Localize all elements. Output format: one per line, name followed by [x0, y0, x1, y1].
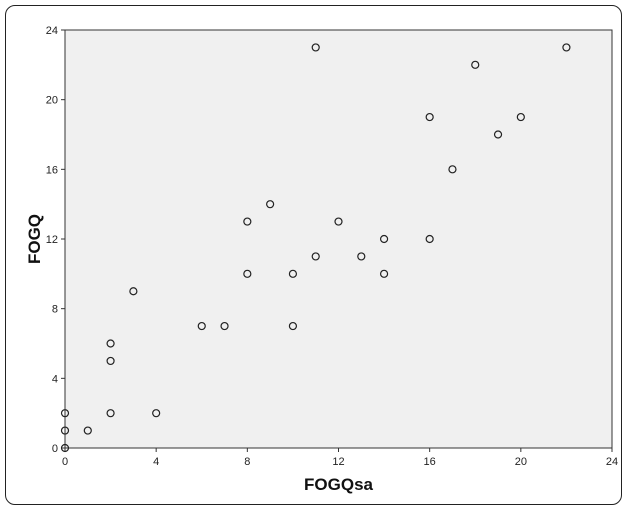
x-tick-label: 20: [515, 456, 527, 468]
y-tick-label: 20: [46, 95, 58, 107]
data-points: [60, 43, 571, 453]
data-point: [106, 339, 115, 348]
data-point: [220, 321, 229, 331]
data-point: [448, 165, 457, 174]
x-tick-label: 4: [153, 456, 159, 468]
y-tick-label: 12: [46, 234, 58, 246]
plot-area: [64, 29, 613, 449]
data-point: [60, 426, 70, 435]
data-point: [334, 217, 343, 226]
data-point: [60, 443, 70, 453]
x-axis-title: FOGQsa: [304, 475, 374, 494]
data-point: [152, 409, 161, 418]
y-tick-label: 0: [52, 443, 58, 455]
data-point: [106, 409, 115, 418]
data-point: [129, 287, 138, 296]
data-point: [379, 234, 389, 244]
data-point: [516, 112, 525, 122]
data-point: [562, 43, 571, 52]
y-axis-title: FOGQ: [25, 214, 44, 264]
x-tick-label: 16: [424, 456, 436, 468]
data-point: [425, 234, 434, 244]
x-tick-label: 12: [332, 456, 344, 468]
data-point: [288, 269, 298, 278]
data-point: [493, 130, 503, 139]
y-tick-label: 24: [46, 25, 58, 37]
x-tick-label: 24: [606, 456, 618, 468]
data-point: [83, 426, 92, 435]
x-tick-label: 8: [244, 456, 250, 468]
data-point: [243, 217, 252, 226]
y-tick-label: 8: [52, 304, 58, 316]
data-point: [471, 60, 480, 69]
data-point: [311, 252, 320, 261]
data-point: [266, 200, 275, 209]
data-point: [60, 409, 70, 418]
ticks: 0 4 8 12 16 20 24 0 4 8 12 16 20 24: [46, 25, 618, 468]
data-point: [106, 356, 115, 366]
data-point: [197, 321, 206, 331]
y-tick-label: 16: [46, 164, 58, 176]
data-point: [243, 269, 252, 278]
data-point: [425, 112, 434, 122]
x-tick-label: 0: [62, 456, 68, 468]
data-point: [288, 321, 298, 331]
data-point: [357, 252, 366, 261]
data-point: [311, 43, 320, 52]
data-point: [379, 269, 389, 278]
y-tick-label: 4: [52, 373, 58, 385]
